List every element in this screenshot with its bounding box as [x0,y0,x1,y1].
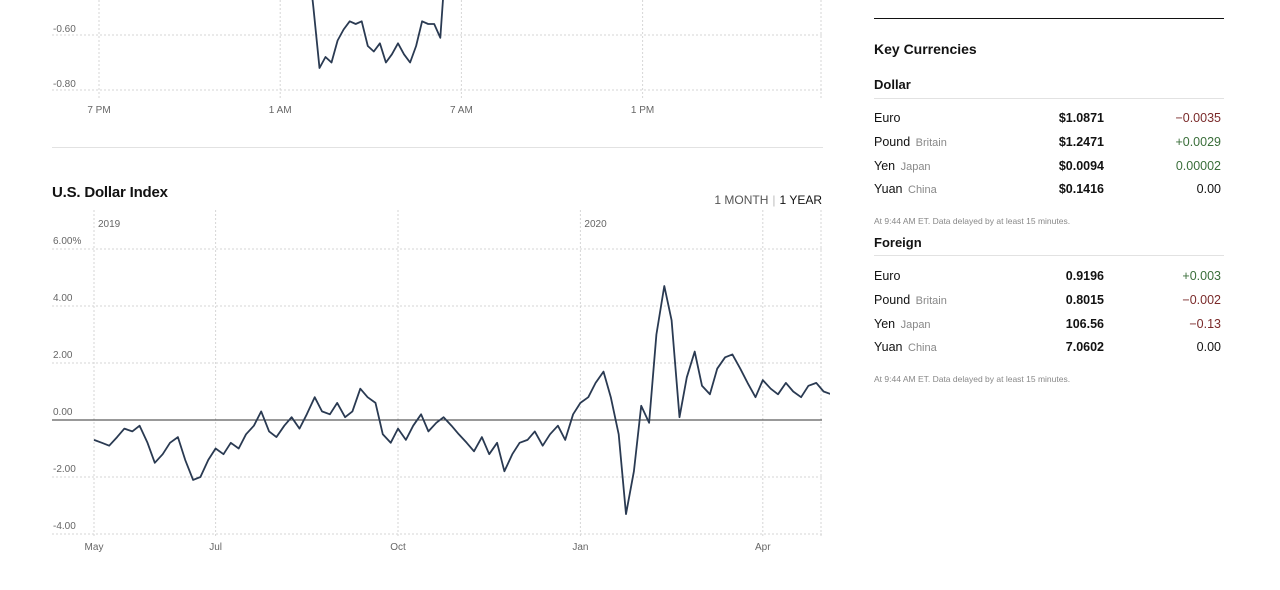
foreign-section-title: Foreign [874,235,922,250]
dollar-index-title: U.S. Dollar Index [52,184,168,201]
currency-label: Yuan [874,182,903,197]
currency-label: Pound [874,134,911,149]
dollar-index-chart: 6.00% 4.00 2.00 0.00 -2.00 -4.00 May Jul Oct Jan… [52,210,830,553]
intraday-x-axis: 7 PM 1 AM 7 AM 1 PM [87,105,654,116]
currency-label: Yuan [874,340,903,355]
currency-name: Euro [874,269,900,283]
dollar-index-x-tick-label: May [85,542,104,553]
dollar-index-x-tick-label: Apr [755,542,771,553]
currency-value: 7.0602 [1065,340,1104,355]
key-currencies-title: Key Currencies [874,41,977,57]
currency-label: Euro [874,269,901,283]
dollar-index-y-axis: 6.00% 4.00 2.00 0.00 -2.00 -4.00 [53,236,81,532]
intraday-series-line [311,0,444,69]
dollar-row-yuan: Yuan China $0.1416 0.00 [874,182,1224,202]
currency-name: Pound Britain [874,293,947,307]
intraday-y-tick-label: -0.80 [53,79,76,90]
dollar-index-y-tick-label: -2.00 [53,464,76,475]
dollar-index-y-tick-label: -4.00 [53,521,76,532]
dollar-index-year-label: 2019 [98,219,121,230]
currency-value: $0.1416 [1058,182,1104,197]
foreign-section-rule [874,255,1224,256]
foreign-delay-note: At 9:44 AM ET. Data delayed by at least … [874,374,1071,384]
dollar-row-yen: Yen Japan $0.0094 0.00002 [874,159,1224,179]
range-separator: | [772,193,776,207]
currency-value: $1.0871 [1058,111,1104,125]
intraday-x-tick-label: 7 AM [450,105,473,116]
currency-label: Yen [874,158,896,173]
currency-country: Britain [915,294,947,307]
dollar-index-x-tick-label: Jul [209,542,222,553]
dollar-row-pound: Pound Britain $1.2471 +0.0029 [874,135,1224,155]
dollar-index-series-line [93,285,830,515]
dollar-index-x-axis: May Jul Oct Jan Apr [85,542,772,553]
dollar-section-title: Dollar [874,77,911,92]
dollar-section-rule [874,98,1224,99]
panel-top-rule [874,18,1224,19]
dollar-delay-note: At 9:44 AM ET. Data delayed by at least … [874,216,1071,226]
currency-name: Yuan China [874,340,937,354]
intraday-grid [52,0,822,99]
intraday-x-tick-label: 7 PM [87,105,110,116]
currency-change: 0.00 [1196,340,1221,355]
intraday-x-tick-label: 1 AM [269,105,292,116]
foreign-row-yen: Yen Japan 106.56 −0.13 [874,317,1224,337]
currency-value: 0.8015 [1065,292,1104,307]
currency-country: China [908,342,937,355]
intraday-chart: -0.60 -0.80 7 PM 1 AM 7 AM 1 PM [52,0,822,116]
currency-change: 0.00 [1196,182,1221,197]
dollar-index-grid [52,210,822,536]
currency-change: −0.002 [1182,292,1221,307]
currency-value: $1.2471 [1058,134,1104,149]
currency-country: China [908,184,937,197]
currency-change: −0.0035 [1175,111,1221,125]
foreign-row-euro: Euro 0.9196 +0.003 [874,269,1224,289]
currency-change: 0.00002 [1175,158,1221,173]
currency-value: 106.56 [1065,316,1104,331]
foreign-row-yuan: Yuan China 7.0602 0.00 [874,340,1224,360]
dollar-index-y-tick-label: 6.00% [53,236,81,247]
dollar-index-y-tick-label: 2.00 [53,350,73,361]
currency-value: 0.9196 [1065,269,1104,283]
currency-country: Japan [900,318,931,331]
range-1-year-button[interactable]: 1 YEAR [779,193,822,207]
dollar-index-x-tick-label: Oct [390,542,406,553]
currency-change: −0.13 [1189,316,1221,331]
currency-name: Euro [874,111,900,125]
intraday-x-tick-label: 1 PM [631,105,654,116]
currency-change: +0.003 [1182,269,1221,283]
intraday-y-axis: -0.60 -0.80 [53,24,76,90]
chart-divider [52,147,823,148]
dollar-index-year-axis: 2019 2020 [98,219,607,230]
intraday-y-tick-label: -0.60 [53,24,76,35]
currency-name: Yen Japan [874,317,931,331]
currency-label: Euro [874,111,901,125]
range-toggle: 1 MONTH | 1 YEAR [714,193,822,207]
currency-name: Yen Japan [874,159,931,173]
dollar-index-year-label: 2020 [584,219,607,230]
range-1-month-button[interactable]: 1 MONTH [714,193,769,207]
currency-label: Yen [874,316,896,331]
dollar-index-y-tick-label: 4.00 [53,293,73,304]
currency-label: Pound [874,292,911,307]
currency-country: Britain [915,136,947,149]
foreign-row-pound: Pound Britain 0.8015 −0.002 [874,293,1224,313]
currency-name: Pound Britain [874,135,947,149]
currency-value: $0.0094 [1058,158,1104,173]
dollar-index-x-tick-label: Jan [572,542,588,553]
dollar-index-y-tick-label: 0.00 [53,407,73,418]
dollar-row-euro: Euro $1.0871 −0.0035 [874,111,1224,131]
currency-name: Yuan China [874,182,937,196]
currency-change: +0.0029 [1175,134,1221,149]
currency-country: Japan [900,160,931,173]
